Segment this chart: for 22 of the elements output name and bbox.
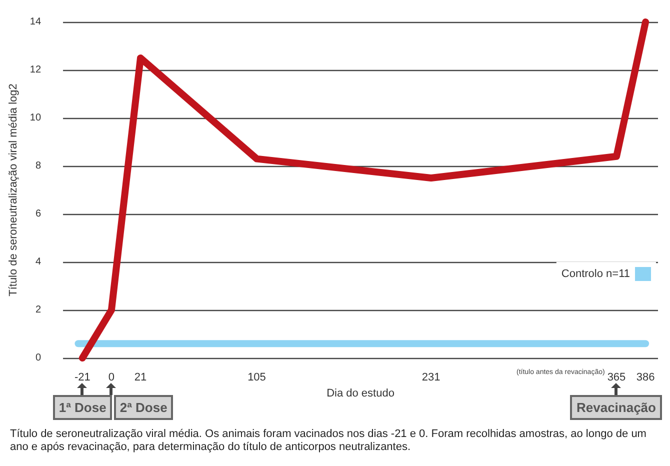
x-tick-label: 231 [422, 372, 440, 384]
x-axis-title: Dia do estudo [326, 387, 394, 400]
y-axis-title: Título de seroneutralização viral média log2 [8, 84, 20, 296]
y-tick-label: 4 [35, 256, 42, 268]
y-tick-label: 0 [35, 352, 42, 364]
legend-label: Controlo n=11 [561, 268, 630, 280]
y-tick-label: 14 [30, 16, 42, 28]
x-tick-label: 21 [134, 372, 147, 384]
text: 1ª Dose [52, 395, 112, 420]
y-tick-label: 8 [35, 160, 42, 172]
text: 2ª Dose [114, 395, 174, 420]
y-tick-label: 6 [35, 208, 42, 220]
x-tick-label: 365 [607, 372, 626, 384]
y-tick-label: 12 [30, 64, 42, 76]
x-tick-label: 386 [636, 372, 655, 384]
x-tick-label: -21 [74, 372, 90, 384]
y-tick-label: 10 [30, 112, 42, 124]
x-tick-label: 105 [248, 372, 266, 384]
text: Título de seroneutralização viral média. Os animais foram vacinados nos dias -21 e 0. Foram recolhidas amostras, ao longo de um ano e após revacinação, para determinação do título de anticorpos neutralizantes. [10, 428, 648, 454]
text: Revacinação [570, 395, 662, 420]
y-tick-label: 2 [35, 304, 42, 316]
x-tick-label: 0 [108, 372, 115, 384]
